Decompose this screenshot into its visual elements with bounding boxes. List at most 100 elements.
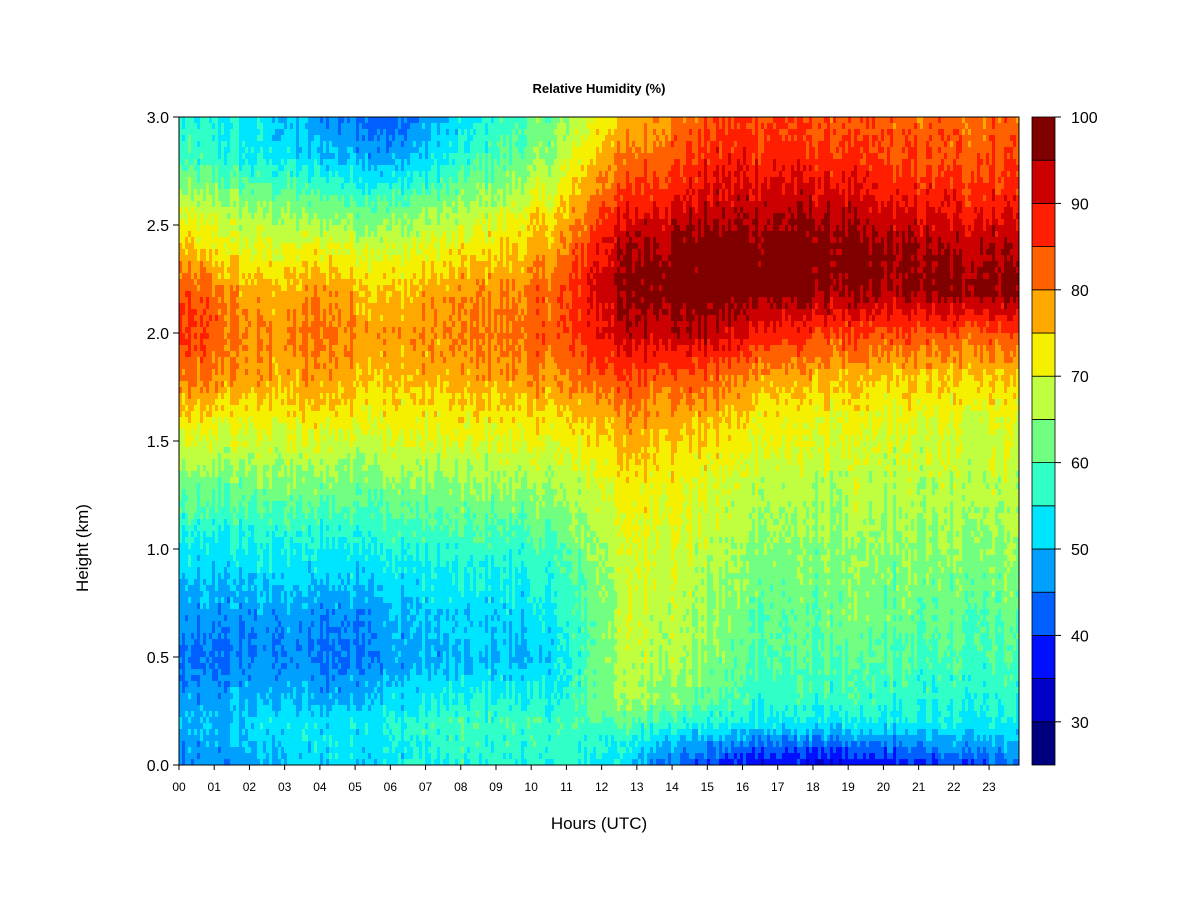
heatmap-cell: [674, 141, 678, 148]
heatmap-cell: [824, 147, 828, 154]
heatmap-cell: [536, 135, 540, 142]
heatmap-cell: [332, 117, 336, 124]
heatmap-cell: [374, 183, 378, 190]
heatmap-cell: [263, 195, 267, 202]
heatmap-cell: [869, 195, 873, 202]
heatmap-cell: [563, 189, 567, 196]
heatmap-cell: [203, 159, 207, 166]
heatmap-cell: [266, 129, 270, 136]
heatmap-cell: [548, 183, 552, 190]
heatmap-cell: [593, 171, 597, 178]
heatmap-cell: [710, 129, 714, 136]
heatmap-cell: [752, 147, 756, 154]
heatmap-cell: [524, 147, 528, 154]
heatmap-cell: [995, 189, 999, 196]
heatmap-cell: [467, 183, 471, 190]
heatmap-cell: [929, 165, 933, 172]
heatmap-cell: [431, 123, 435, 130]
heatmap-cell: [788, 195, 792, 202]
heatmap-cell: [230, 165, 234, 172]
heatmap-cell: [926, 141, 930, 148]
heatmap-cell: [683, 141, 687, 148]
heatmap-cell: [563, 213, 567, 220]
heatmap-cell: [383, 141, 387, 148]
heatmap-cell: [368, 165, 372, 172]
heatmap-cell: [842, 123, 846, 130]
heatmap-cell: [473, 123, 477, 130]
heatmap-cell: [275, 117, 279, 124]
heatmap-cell: [788, 189, 792, 196]
heatmap-cell: [536, 141, 540, 148]
heatmap-cell: [419, 201, 423, 208]
heatmap-cell: [722, 165, 726, 172]
heatmap-cell: [392, 195, 396, 202]
heatmap-cell: [437, 195, 441, 202]
heatmap-cell: [635, 165, 639, 172]
heatmap-cell: [209, 141, 213, 148]
heatmap-cell: [215, 147, 219, 154]
heatmap-cell: [401, 183, 405, 190]
heatmap-cell: [776, 201, 780, 208]
heatmap-cell: [287, 117, 291, 124]
heatmap-cell: [713, 117, 717, 124]
heatmap-cell: [779, 213, 783, 220]
heatmap-cell: [656, 117, 660, 124]
heatmap-cell: [428, 165, 432, 172]
heatmap-cell: [401, 213, 405, 220]
heatmap-cell: [548, 153, 552, 160]
heatmap-cell: [515, 159, 519, 166]
heatmap-cell: [371, 159, 375, 166]
heatmap-cell: [596, 219, 600, 226]
heatmap-cell: [383, 219, 387, 226]
heatmap-cell: [419, 153, 423, 160]
heatmap-cell: [614, 177, 618, 184]
heatmap-cell: [341, 153, 345, 160]
heatmap-cell: [263, 177, 267, 184]
heatmap-cell: [731, 165, 735, 172]
heatmap-cell: [314, 141, 318, 148]
heatmap-cell: [722, 171, 726, 178]
heatmap-cell: [887, 135, 891, 142]
heatmap-cell: [575, 207, 579, 214]
heatmap-cell: [797, 141, 801, 148]
heatmap-cell: [854, 147, 858, 154]
heatmap-cell: [404, 207, 408, 214]
heatmap-cell: [329, 189, 333, 196]
heatmap-cell: [956, 177, 960, 184]
heatmap-cell: [269, 207, 273, 214]
heatmap-cell: [953, 159, 957, 166]
heatmap-cell: [674, 135, 678, 142]
heatmap-cell: [743, 213, 747, 220]
heatmap-cell: [476, 183, 480, 190]
heatmap-cell: [491, 183, 495, 190]
heatmap-cell: [527, 195, 531, 202]
heatmap-cell: [272, 219, 276, 226]
heatmap-cell: [344, 189, 348, 196]
heatmap-cell: [437, 165, 441, 172]
heatmap-cell: [524, 141, 528, 148]
heatmap-cell: [851, 123, 855, 130]
heatmap-cell: [668, 129, 672, 136]
heatmap-cell: [371, 207, 375, 214]
heatmap-cell: [263, 141, 267, 148]
heatmap-cell: [737, 165, 741, 172]
heatmap-cell: [350, 219, 354, 226]
heatmap-cell: [236, 141, 240, 148]
heatmap-cell: [500, 219, 504, 226]
heatmap-cell: [836, 165, 840, 172]
heatmap-cell: [929, 189, 933, 196]
heatmap-cell: [965, 189, 969, 196]
heatmap-cell: [482, 135, 486, 142]
heatmap-cell: [761, 117, 765, 124]
heatmap-cell: [383, 129, 387, 136]
heatmap-cell: [347, 201, 351, 208]
heatmap-cell: [257, 129, 261, 136]
heatmap-cell: [452, 171, 456, 178]
heatmap-cell: [350, 117, 354, 124]
heatmap-cell: [650, 117, 654, 124]
heatmap-cell: [293, 195, 297, 202]
heatmap-cell: [290, 213, 294, 220]
heatmap-cell: [347, 213, 351, 220]
heatmap-cell: [242, 129, 246, 136]
heatmap-cell: [941, 195, 945, 202]
